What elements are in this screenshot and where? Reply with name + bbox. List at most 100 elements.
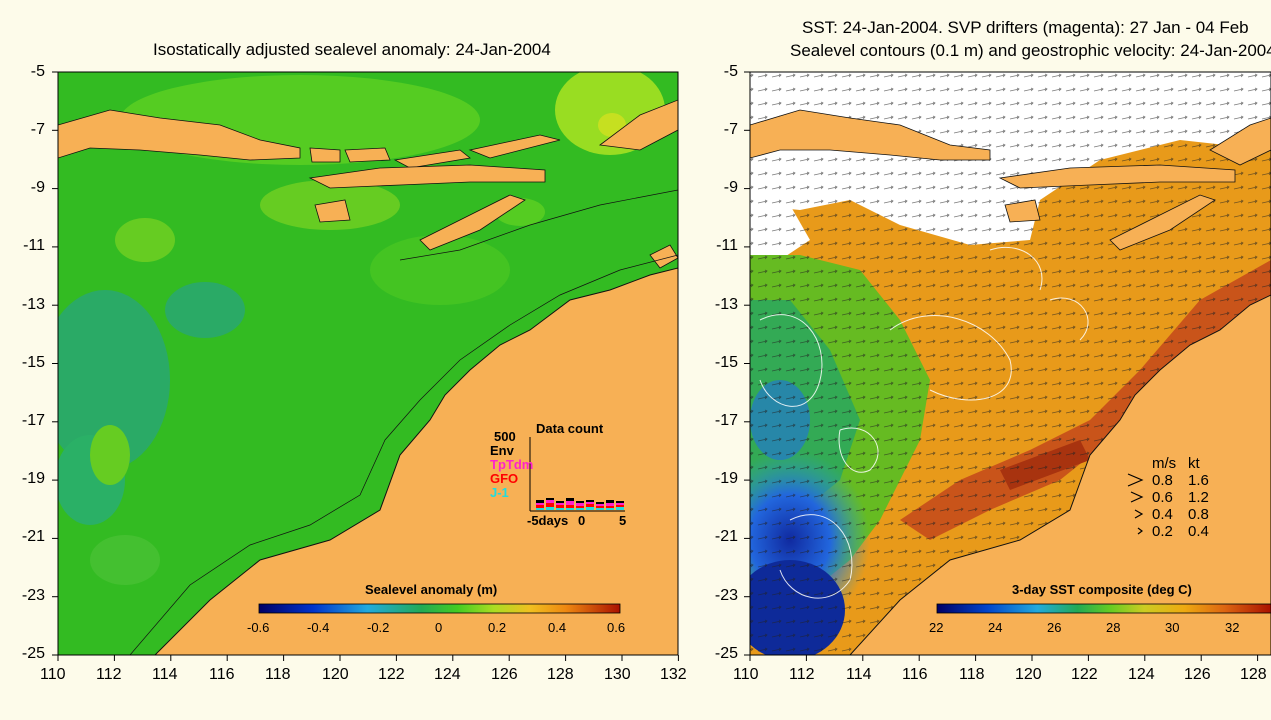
colorbar-tick: 30 — [1165, 620, 1180, 635]
colorbar-tick: 26 — [1047, 620, 1062, 635]
colorbar-tick: 0.6 — [607, 620, 626, 635]
x-tick: 116 — [209, 666, 235, 683]
x-tick: 122 — [378, 666, 405, 683]
arrow-0.2 — [1137, 527, 1143, 535]
sst-map — [750, 72, 1271, 655]
x-tick: 130 — [604, 666, 631, 683]
x-tick: 110 — [40, 666, 66, 683]
x-tick: 118 — [265, 666, 291, 683]
y-tick: -5 — [723, 63, 738, 80]
inset-bar-segment — [556, 503, 564, 505]
island-java — [750, 109, 991, 161]
island-flores — [308, 164, 546, 189]
x-tick: 128 — [1240, 666, 1267, 683]
legend-kt: 0.8 — [1188, 506, 1209, 523]
y-tick: -19 — [714, 470, 738, 487]
inset-bar-segment — [576, 501, 584, 503]
x-tick: 126 — [491, 666, 518, 683]
inset-bar-segment — [586, 500, 594, 502]
inset-bar-segment — [606, 506, 614, 508]
inset-bar-segment — [546, 498, 554, 500]
island — [309, 147, 341, 163]
inset-bar-segment — [616, 501, 624, 503]
inset-bar-segment — [616, 505, 624, 507]
inset-bar-segment — [566, 508, 574, 510]
colorbar-tick: -0.2 — [367, 620, 390, 635]
inset-bar-segment — [536, 508, 544, 510]
x-tick: 132 — [660, 666, 687, 683]
legend-ms: 0.8 — [1152, 472, 1173, 489]
y-tick: -21 — [21, 528, 45, 545]
y-tick: -13 — [21, 296, 45, 313]
legend-header-ms: m/s — [1152, 455, 1177, 472]
inset-bar-segment — [576, 508, 584, 510]
inset-bar-segment — [606, 500, 614, 503]
inset-bar-segment — [596, 502, 604, 504]
velocity-legend-arrows — [1127, 473, 1144, 535]
inset-ymax: 500 — [494, 429, 516, 444]
inset-bar-segment — [586, 502, 594, 504]
colorbar-tick: 32 — [1225, 620, 1240, 635]
inset-bar-segment — [546, 503, 554, 507]
sealevel-contours — [759, 246, 1089, 599]
australia-landmass — [154, 267, 678, 655]
arrow-0.4 — [1134, 509, 1144, 519]
island-java — [58, 109, 301, 161]
inset-bar-segment — [616, 507, 624, 510]
island — [649, 244, 678, 269]
sst-colorbar — [936, 603, 1271, 614]
colorbar-tick: 0.4 — [548, 620, 567, 635]
x-tick: 126 — [1184, 666, 1211, 683]
y-tick: -13 — [714, 296, 738, 313]
inset-xlabel: 5 — [619, 513, 627, 528]
sst-colorbar-label: 3-day SST composite (deg C) — [1012, 582, 1192, 597]
inset-bar-segment — [606, 508, 614, 510]
y-tick: -21 — [714, 528, 738, 545]
x-tick: 128 — [547, 666, 574, 683]
inset-bar-segment — [596, 508, 604, 510]
sealevel-colorbar — [258, 603, 621, 614]
y-tick: -17 — [714, 412, 738, 429]
data-count-inset — [529, 437, 625, 512]
x-tick: 112 — [96, 666, 122, 683]
inset-bar-segment — [536, 500, 544, 503]
island — [1209, 117, 1271, 166]
inset-bar-segment — [556, 501, 564, 503]
legend-gfo: GFO — [490, 471, 519, 486]
island — [598, 99, 678, 151]
x-tick: 112 — [789, 666, 815, 683]
x-tick: 114 — [152, 666, 178, 683]
legend-tptdm: TpTdm — [490, 457, 534, 472]
inset-bar-segment — [586, 504, 594, 507]
y-tick: -11 — [716, 237, 738, 254]
inset-bar-segment — [586, 507, 594, 510]
australia-landmass — [849, 294, 1271, 655]
inset-bar-segment — [576, 506, 584, 508]
depth-contour — [129, 254, 678, 655]
inset-bar-segment — [546, 507, 554, 510]
colorbar-tick: -0.4 — [307, 620, 330, 635]
inset-bar-segment — [606, 503, 614, 506]
x-tick: 124 — [434, 666, 461, 683]
y-tick: -15 — [21, 354, 45, 371]
y-tick: -5 — [30, 63, 45, 80]
inset-bar-segment — [536, 503, 544, 505]
anomaly-blob — [370, 235, 510, 305]
y-tick: -23 — [714, 587, 738, 604]
arrow-0.8 — [1127, 473, 1144, 487]
colorbar-tick: 0 — [435, 620, 443, 635]
depth-contour — [399, 189, 678, 261]
x-tick: 116 — [902, 666, 928, 683]
x-tick: 114 — [846, 666, 872, 683]
island — [468, 134, 561, 159]
colorbar-tick: 22 — [929, 620, 944, 635]
anomaly-blob — [58, 290, 170, 470]
y-tick: -25 — [21, 645, 45, 662]
x-tick: 122 — [1071, 666, 1098, 683]
left-title: Isostatically adjusted sealevel anomaly:… — [153, 40, 551, 59]
island-sumba — [314, 199, 351, 223]
colorbar-tick: 0.2 — [488, 620, 507, 635]
x-tick: 118 — [959, 666, 985, 683]
legend-kt: 1.2 — [1188, 489, 1209, 506]
